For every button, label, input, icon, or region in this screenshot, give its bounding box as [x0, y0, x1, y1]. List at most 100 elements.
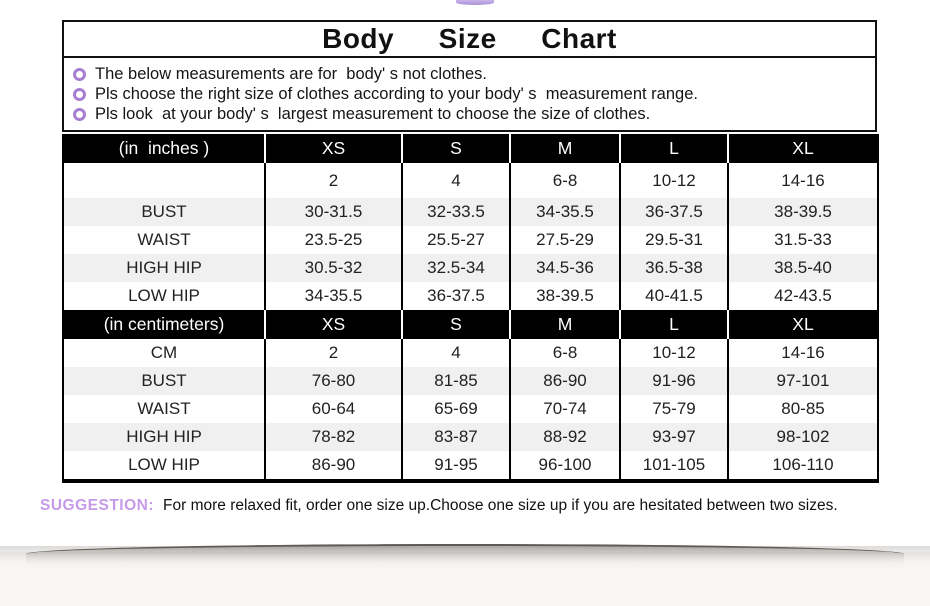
size-header: S: [401, 134, 510, 163]
note-text: The below measurements are for body' s n…: [95, 64, 488, 83]
size-value-cell: 91-95: [401, 451, 510, 481]
row-label: WAIST: [63, 226, 265, 254]
size-value-cell: 10-12: [619, 339, 728, 367]
page-title: Body Size Chart: [322, 23, 617, 54]
size-header: L: [619, 134, 728, 163]
size-value-cell: 36-37.5: [401, 282, 510, 310]
suggestion-text: For more relaxed fit, order one size up.…: [163, 497, 838, 514]
size-value-cell: 34-35.5: [509, 198, 620, 226]
size-value-cell: 86-90: [264, 451, 402, 481]
table-row: HIGH HIP 30.5-32 32.5-34 34.5-36 36.5-38…: [63, 254, 878, 282]
body-size-table: (in inches ) XS S M L XL 2 4 6-8 10-12 1…: [62, 134, 879, 483]
note-text: Pls look at your body' s largest measure…: [95, 104, 651, 123]
table-row: LOW HIP 34-35.5 36-37.5 38-39.5 40-41.5 …: [63, 282, 878, 310]
size-header: L: [619, 310, 728, 339]
size-value-cell: 65-69: [401, 395, 510, 423]
size-value-cell: 80-85: [727, 395, 878, 423]
row-label: LOW HIP: [63, 451, 265, 481]
size-value-cell: 75-79: [619, 395, 728, 423]
size-header: XS: [264, 310, 402, 339]
size-value-cell: 70-74: [509, 395, 620, 423]
ring-bullet-icon: [73, 107, 86, 121]
size-value-cell: 76-80: [264, 367, 402, 395]
size-value-cell: 30.5-32: [264, 254, 402, 282]
size-header: XL: [727, 310, 878, 339]
size-value-cell: 25.5-27: [401, 226, 510, 254]
title-section: Body Size Chart: [64, 22, 875, 58]
size-value-cell: 38.5-40: [727, 254, 878, 282]
size-value-cell: 27.5-29: [509, 226, 620, 254]
note-text: Pls choose the right size of clothes acc…: [95, 84, 698, 103]
size-value-cell: 81-85: [401, 367, 510, 395]
logo-sliver-icon: [456, 0, 494, 5]
size-value-cell: 101-105: [619, 451, 728, 481]
size-value-cell: 36.5-38: [619, 254, 728, 282]
size-value-cell: 30-31.5: [264, 198, 402, 226]
info-box: Body Size Chart The below measurements a…: [62, 20, 877, 132]
size-value-cell: 31.5-33: [727, 226, 878, 254]
size-value-cell: 32.5-34: [401, 254, 510, 282]
size-value-cell: 10-12: [619, 163, 728, 198]
table-row: HIGH HIP 78-82 83-87 88-92 93-97 98-102: [63, 423, 878, 451]
size-value-cell: 4: [401, 163, 510, 198]
table-row: WAIST 60-64 65-69 70-74 75-79 80-85: [63, 395, 878, 423]
size-value-cell: 34-35.5: [264, 282, 402, 310]
note-line: The below measurements are for body' s n…: [70, 64, 867, 84]
size-value-cell: 38-39.5: [727, 198, 878, 226]
size-header: S: [401, 310, 510, 339]
size-value-cell: 34.5-36: [509, 254, 620, 282]
page-bottom-shadow: [26, 544, 904, 572]
row-label: BUST: [63, 198, 265, 226]
size-value-cell: 88-92: [509, 423, 620, 451]
size-value-cell: 96-100: [509, 451, 620, 481]
size-value-cell: 2: [264, 339, 402, 367]
unit-header: (in centimeters): [62, 310, 265, 339]
size-value-cell: 98-102: [727, 423, 878, 451]
table-row: WAIST 23.5-25 25.5-27 27.5-29 29.5-31 31…: [63, 226, 878, 254]
table-header-row-inches: (in inches ) XS S M L XL: [62, 134, 878, 163]
table-row: CM 2 4 6-8 10-12 14-16: [63, 339, 878, 367]
row-label: HIGH HIP: [63, 254, 265, 282]
ring-bullet-icon: [73, 67, 86, 81]
size-value-cell: 86-90: [509, 367, 620, 395]
table-row: 2 4 6-8 10-12 14-16: [63, 163, 878, 198]
note-line: Pls look at your body' s largest measure…: [70, 104, 867, 124]
size-value-cell: 29.5-31: [619, 226, 728, 254]
size-value-cell: 6-8: [509, 339, 620, 367]
row-label: [63, 163, 265, 198]
table-row: BUST 30-31.5 32-33.5 34-35.5 36-37.5 38-…: [63, 198, 878, 226]
size-value-cell: 6-8: [509, 163, 620, 198]
notes-section: The below measurements are for body' s n…: [64, 58, 875, 130]
table-row: LOW HIP 86-90 91-95 96-100 101-105 106-1…: [63, 451, 878, 481]
row-label: WAIST: [63, 395, 265, 423]
size-value-cell: 2: [264, 163, 402, 198]
unit-header: (in inches ): [62, 134, 265, 163]
size-value-cell: 60-64: [264, 395, 402, 423]
row-label: BUST: [63, 367, 265, 395]
suggestion-label: SUGGESTION:: [40, 497, 155, 514]
size-value-cell: 32-33.5: [401, 198, 510, 226]
size-value-cell: 106-110: [727, 451, 878, 481]
size-value-cell: 14-16: [727, 339, 878, 367]
size-value-cell: 78-82: [264, 423, 402, 451]
size-value-cell: 38-39.5: [509, 282, 620, 310]
size-header: M: [509, 134, 620, 163]
size-value-cell: 93-97: [619, 423, 728, 451]
row-label: LOW HIP: [63, 282, 265, 310]
size-header: XS: [264, 134, 402, 163]
size-value-cell: 40-41.5: [619, 282, 728, 310]
size-value-cell: 14-16: [727, 163, 878, 198]
size-value-cell: 42-43.5: [727, 282, 878, 310]
table-header-row-centimeters: (in centimeters) XS S M L XL: [62, 310, 878, 339]
size-value-cell: 36-37.5: [619, 198, 728, 226]
note-line: Pls choose the right size of clothes acc…: [70, 84, 867, 104]
size-value-cell: 4: [401, 339, 510, 367]
row-label: CM: [63, 339, 265, 367]
size-value-cell: 23.5-25: [264, 226, 402, 254]
suggestion-line: SUGGESTION: For more relaxed fit, order …: [40, 497, 910, 515]
row-label: HIGH HIP: [63, 423, 265, 451]
size-value-cell: 83-87: [401, 423, 510, 451]
size-value-cell: 91-96: [619, 367, 728, 395]
size-header: XL: [727, 134, 878, 163]
ring-bullet-icon: [73, 87, 86, 101]
